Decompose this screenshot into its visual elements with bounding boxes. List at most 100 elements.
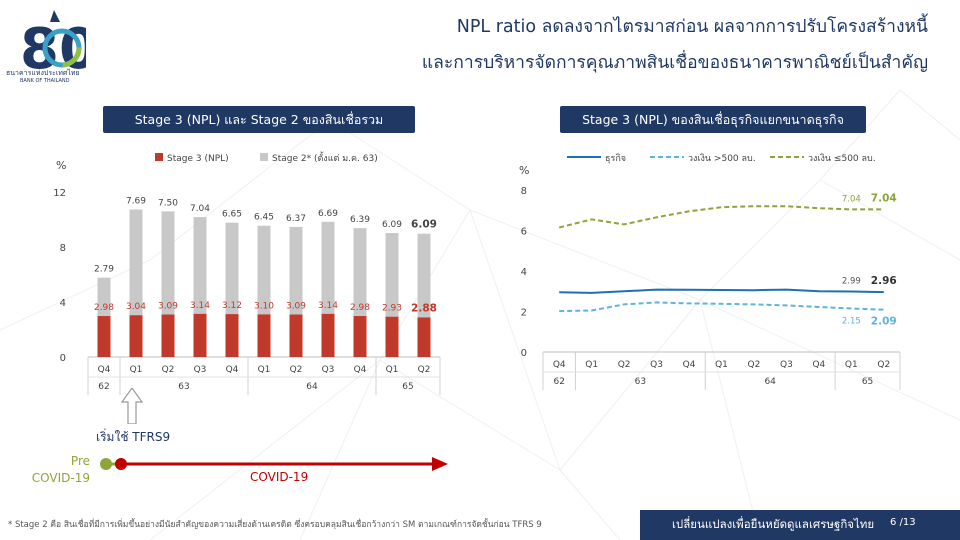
y-tick-label: 8	[60, 243, 66, 254]
data-label-stage3: 3.14	[318, 301, 338, 311]
legend-label-stage2: Stage 2* (ตั้งแต่ ม.ค. 63)	[272, 151, 378, 164]
bar-stage2	[129, 209, 143, 316]
data-label-stage2: 7.50	[158, 198, 178, 208]
footer-bar	[640, 510, 960, 540]
data-label-stage3: 3.04	[126, 302, 146, 312]
y-tick-label: 6	[521, 227, 527, 238]
bar-stage2	[289, 226, 303, 315]
data-label-stage2: 7.69	[126, 196, 146, 206]
year-group-label: 63	[178, 382, 189, 392]
data-label-stage3: 2.93	[382, 304, 402, 314]
logo-name-en: BANK OF THAILAND	[20, 78, 70, 84]
legend-label: วงเงิน >500 ลบ.	[688, 153, 756, 164]
data-label-stage3: 2.98	[94, 303, 114, 313]
x-tick-label: Q2	[162, 365, 175, 375]
y-tick-label: 2	[521, 308, 527, 319]
y-tick-label: 4	[60, 298, 66, 309]
data-label-stage3: 3.09	[286, 302, 306, 312]
year-group-label: 64	[764, 377, 776, 387]
data-label-stage3: 3.12	[222, 301, 242, 311]
y-tick-label: 8	[521, 186, 527, 197]
x-tick-label: Q2	[418, 365, 431, 375]
legend-label: ธุรกิจ	[605, 153, 626, 164]
bar-stage2	[161, 211, 175, 315]
bar-stage2	[97, 277, 111, 317]
x-tick-label: Q1	[258, 365, 271, 375]
right-panel-title: Stage 3 (NPL) ของสินเชื่อธุรกิจแยกขนาดธุ…	[560, 106, 866, 133]
bar-stage3	[161, 314, 175, 357]
bar-stage3	[129, 315, 143, 357]
y-tick-label: 0	[521, 348, 527, 359]
data-label-stage2: 6.45	[254, 213, 274, 223]
x-tick-label: Q1	[715, 360, 728, 370]
data-label-stage3: 3.09	[158, 302, 178, 312]
page-title-line1: NPL ratio ลดลงจากไตรมาสก่อน ผลจากการปรับ…	[456, 17, 928, 37]
x-tick-label: Q1	[845, 360, 858, 370]
x-tick-label: Q1	[585, 360, 598, 370]
data-label-stage3: 3.10	[254, 301, 274, 311]
bar-stage2	[225, 222, 239, 315]
bar-stage3	[97, 316, 111, 357]
legend-label: วงเงิน ≤500 ลบ.	[808, 153, 876, 164]
x-tick-label: Q3	[194, 365, 207, 375]
data-label-stage2: 7.04	[190, 204, 210, 214]
bar-stage2	[385, 232, 399, 317]
bar-stage3	[385, 316, 399, 357]
bar-stage3	[257, 314, 271, 357]
page-number: 6 /13	[890, 517, 916, 528]
y-axis-label: %	[519, 164, 529, 177]
data-label: 2.99	[842, 276, 861, 286]
data-label-stage2: 6.09	[382, 220, 402, 230]
year-group-label: 62	[98, 382, 109, 392]
bar-stage2	[321, 221, 335, 314]
covid-label: COVID-19	[250, 470, 309, 484]
year-group-label: 65	[402, 382, 413, 392]
footnote: * Stage 2 คือ สินเชื่อที่มีการเพิ่มขึ้นอ…	[8, 520, 542, 530]
x-tick-label: Q3	[650, 360, 663, 370]
bar-stage3	[225, 314, 239, 357]
bank-logo: 80 ธนาคารแห่งประเทศไทย BANK OF THAILAND	[6, 4, 98, 88]
bar-stage3	[321, 313, 335, 357]
tfrs9-label: เริ่มใช้ TFRS9	[96, 430, 171, 444]
logo-emblem-icon: 80	[20, 10, 98, 82]
x-tick-label: Q2	[877, 360, 890, 370]
x-tick-label: Q2	[290, 365, 303, 375]
y-tick-label: 12	[53, 188, 66, 199]
legend-label-stage3: Stage 3 (NPL)	[167, 154, 229, 164]
pre-covid-label-line1: Pre	[70, 454, 90, 468]
bar-stage2	[193, 217, 207, 314]
bar-stage2	[257, 225, 271, 315]
year-group-label: 63	[635, 377, 646, 387]
legend-swatch-stage2	[260, 153, 268, 161]
data-label-stage3: 2.98	[350, 303, 370, 313]
y-tick-label: 4	[521, 267, 527, 278]
x-tick-label: Q4	[812, 360, 825, 370]
data-label: 2.15	[842, 316, 861, 326]
data-label: 7.04	[842, 194, 861, 204]
x-tick-label: Q4	[226, 365, 239, 375]
data-label-stage2: 6.37	[286, 214, 306, 224]
logo-number: 80	[20, 17, 86, 82]
x-tick-label: Q4	[354, 365, 367, 375]
y-axis-label: %	[56, 159, 66, 172]
timeline-arrow-icon	[432, 457, 448, 471]
x-tick-label: Q1	[130, 365, 143, 375]
footer-slogan: เปลี่ยนแปลงเพื่อยืนหยัดดูแลเศรษฐกิจไทย	[672, 517, 875, 531]
data-label-stage2: 6.39	[350, 215, 370, 225]
data-label: 2.09	[871, 316, 897, 328]
bar-stage2	[417, 233, 431, 318]
tfrs9-arrow-icon	[120, 388, 144, 424]
data-label: 7.04	[871, 192, 897, 204]
x-tick-label: Q1	[386, 365, 399, 375]
year-group-label: 64	[306, 382, 318, 392]
data-label: 2.96	[871, 275, 897, 287]
data-label-stage2: 6.65	[222, 210, 242, 220]
stage-bar-chart: % 0 4 8 12 Stage 3 (NPL) Stage 2* (ตั้งแต่ ม.ค…	[53, 151, 441, 395]
left-panel-title: Stage 3 (NPL) และ Stage 2 ของสินเชื่อรวม	[103, 106, 415, 133]
bar-stage2	[353, 228, 367, 317]
data-label-stage2: 6.09	[411, 219, 437, 231]
x-tick-label: Q3	[780, 360, 793, 370]
data-label-stage3: 2.88	[411, 302, 437, 314]
x-tick-label: Q2	[618, 360, 631, 370]
